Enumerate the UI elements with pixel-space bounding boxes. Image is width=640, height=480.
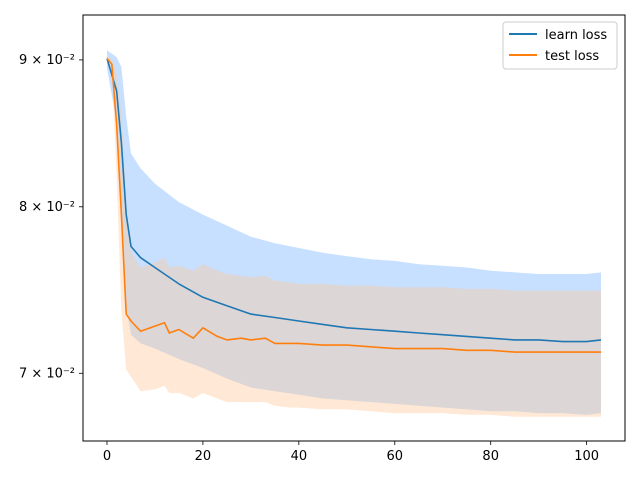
y-axis: 7 × 10⁻² 8 × 10⁻² 9 × 10⁻²: [19, 53, 83, 381]
test-loss-line: [106, 57, 601, 353]
x-axis: 0 20 40 60 80 100: [103, 441, 599, 464]
y-tick-label: 7 × 10⁻²: [19, 366, 75, 381]
learn-loss-legend-label: learn loss: [545, 28, 607, 43]
x-tick-label: 80: [482, 449, 499, 464]
confidence-bands: [107, 50, 601, 417]
series-lines: [106, 57, 602, 353]
legend: learn loss test loss: [502, 21, 618, 70]
plot-frame: [82, 14, 626, 442]
x-tick-label: 20: [195, 449, 212, 464]
test-loss-legend-label: test loss: [545, 49, 599, 64]
x-tick-label: 0: [103, 449, 111, 464]
x-tick-label: 60: [386, 449, 403, 464]
learn-loss-line: [106, 58, 602, 343]
test-loss-band: [107, 55, 601, 417]
y-tick-label: 9 × 10⁻²: [19, 53, 75, 68]
x-tick-label: 100: [574, 449, 599, 464]
y-tick-label: 8 × 10⁻²: [19, 200, 75, 215]
x-tick-label: 40: [291, 449, 308, 464]
learn-loss-band: [107, 50, 601, 415]
